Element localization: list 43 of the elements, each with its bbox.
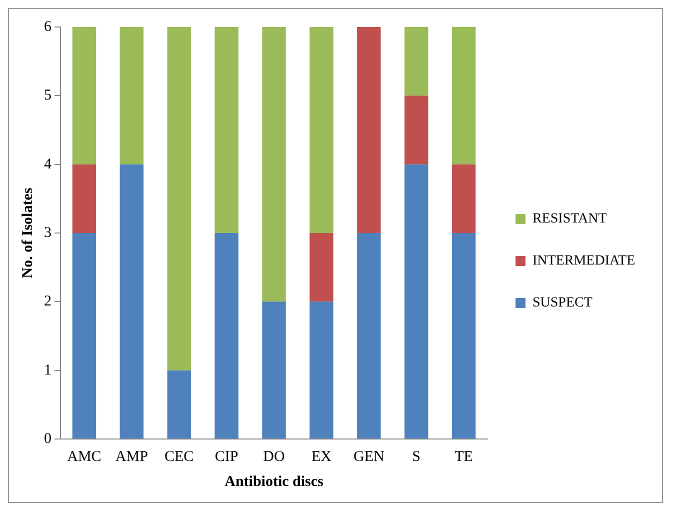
legend-label: SUSPECT bbox=[532, 296, 593, 311]
y-axis-title: No. of Isolates bbox=[20, 188, 36, 278]
y-tick-label: 6 bbox=[44, 18, 52, 35]
bar bbox=[214, 233, 238, 438]
bar bbox=[72, 164, 96, 233]
bar bbox=[167, 370, 191, 438]
y-tick-label: 2 bbox=[44, 294, 52, 310]
bar bbox=[404, 27, 428, 96]
bar bbox=[72, 233, 96, 438]
y-tick-label: 0 bbox=[44, 430, 52, 447]
x-tick-label: TE bbox=[454, 448, 473, 465]
bar bbox=[167, 27, 191, 370]
bar bbox=[214, 27, 238, 233]
bar bbox=[262, 27, 286, 302]
x-tick-label: CEC bbox=[164, 448, 194, 465]
bar bbox=[404, 164, 428, 438]
bar bbox=[357, 27, 381, 233]
x-tick-label: CIP bbox=[214, 448, 238, 465]
x-tick-label: DO bbox=[263, 448, 285, 465]
legend-label: INTERMEDIATE bbox=[532, 254, 636, 269]
bar bbox=[120, 27, 144, 164]
y-tick-label: 3 bbox=[44, 224, 52, 241]
y-tick-label: 4 bbox=[44, 156, 52, 172]
bar bbox=[262, 302, 286, 438]
y-tick-label: 5 bbox=[44, 88, 52, 104]
y-tick-label: 1 bbox=[44, 362, 52, 378]
bar bbox=[357, 233, 381, 438]
bar bbox=[452, 233, 476, 438]
legend-label: RESISTANT bbox=[532, 212, 608, 227]
x-tick-label: S bbox=[412, 448, 421, 465]
x-tick-label: AMP bbox=[115, 448, 148, 465]
bar bbox=[310, 302, 334, 438]
bar bbox=[452, 27, 476, 164]
bar bbox=[72, 27, 96, 164]
bar bbox=[310, 233, 334, 302]
x-tick-label: AMC bbox=[67, 448, 102, 465]
bar bbox=[404, 96, 428, 164]
bar bbox=[310, 27, 334, 233]
x-tick-label: EX bbox=[311, 448, 332, 465]
bar bbox=[120, 164, 144, 438]
x-tick-label: GEN bbox=[353, 448, 384, 465]
x-axis-title: Antibiotic discs bbox=[224, 474, 324, 490]
bar bbox=[452, 164, 476, 233]
